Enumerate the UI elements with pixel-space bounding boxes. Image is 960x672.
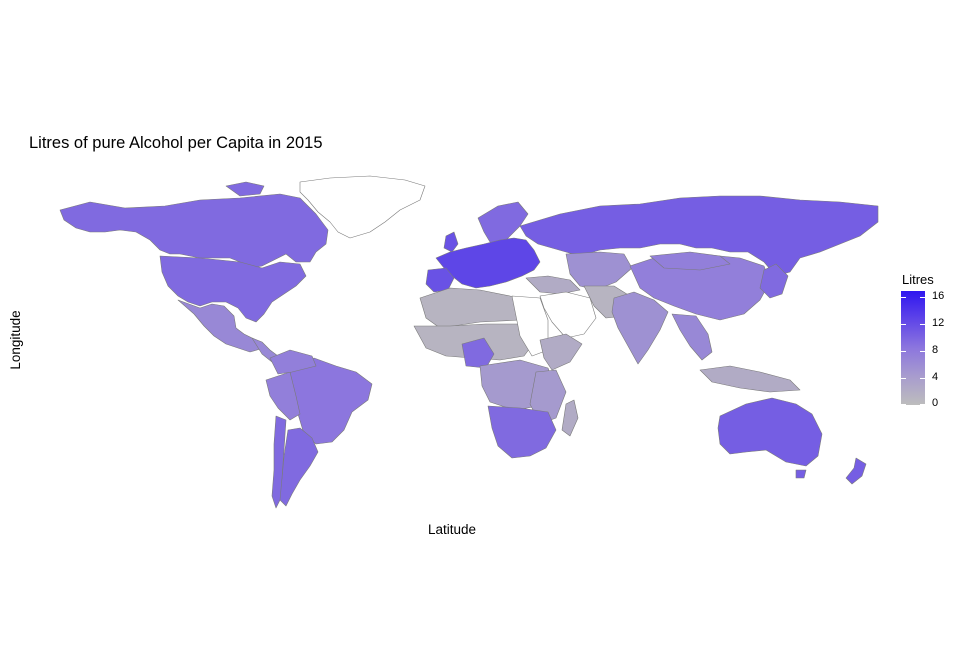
region-middle-east: [539, 291, 597, 339]
region-nigeria: [461, 337, 495, 369]
region-peru-bolivia: [265, 371, 301, 421]
region-horn-of-africa: [539, 333, 583, 371]
region-southern-africa: [487, 405, 557, 459]
region-brazil: [287, 357, 373, 445]
legend-tick-label: 16: [932, 290, 945, 302]
region-greenland: [299, 175, 426, 239]
region-indonesia: [699, 365, 801, 393]
legend-colorbar: [901, 291, 925, 405]
region-chile: [271, 415, 287, 509]
legend-tick-label: 8: [932, 344, 939, 356]
region-colombia-venezuela: [269, 349, 317, 375]
region-new-zealand: [845, 457, 867, 485]
region-tasmania: [795, 469, 807, 479]
legend-tick-label: 0: [932, 397, 939, 409]
region-europe: [435, 237, 541, 289]
region-india: [611, 291, 669, 365]
legend-tick-label: 4: [932, 371, 939, 383]
region-japan-korea: [759, 263, 789, 299]
legend-title: Litres: [902, 272, 934, 287]
region-canada: [59, 181, 329, 269]
region-uk: [443, 231, 459, 253]
region-madagascar: [561, 399, 579, 437]
region-mongolia: [649, 251, 731, 271]
region-se-asia: [671, 313, 713, 361]
legend-tick-label: 12: [932, 317, 945, 329]
chart-title: Litres of pure Alcohol per Capita in 201…: [29, 134, 323, 152]
region-central-asia: [565, 251, 633, 291]
x-axis-label: Latitude: [428, 522, 477, 537]
region-scandinavia: [477, 201, 529, 247]
region-united-states: [159, 255, 307, 323]
y-axis-label: Longitude: [8, 310, 23, 370]
region-north-africa: [419, 287, 531, 329]
region-australia: [717, 397, 823, 467]
region-turkey-caucasus: [525, 275, 581, 295]
